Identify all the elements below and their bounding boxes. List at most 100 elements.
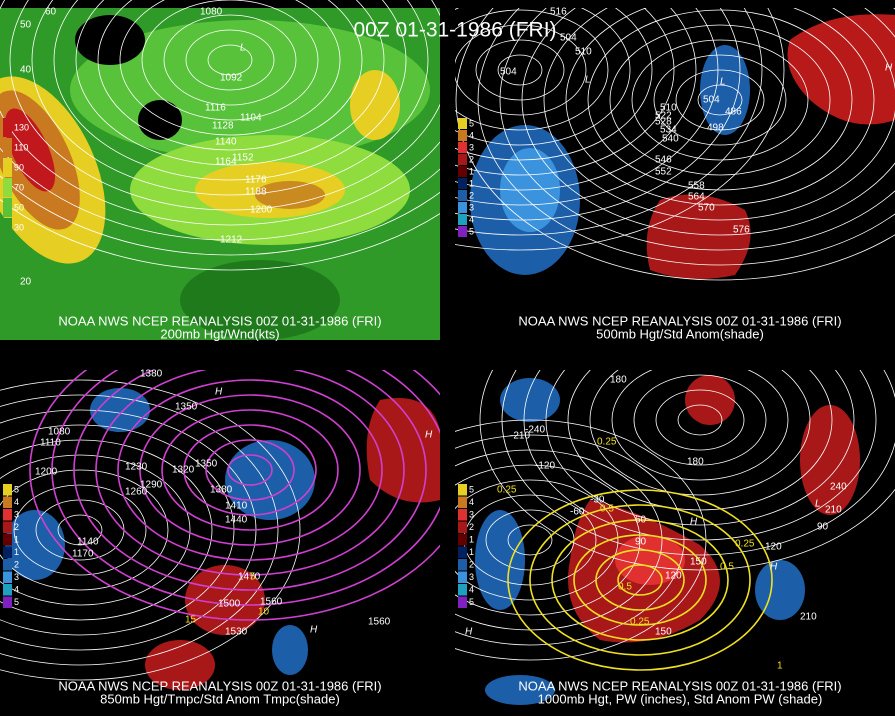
- calm-area: [138, 100, 182, 140]
- legend-swatch: [458, 130, 467, 141]
- contour-line: [0, 147, 440, 241]
- contour-label: H: [215, 387, 223, 398]
- legend-label: 1: [14, 547, 19, 557]
- legend-swatch: [3, 118, 12, 137]
- legend-label: 30: [14, 222, 24, 232]
- contour-label: 0.5: [720, 562, 734, 573]
- contour-label: 5: [250, 572, 256, 583]
- legend-label: 3: [14, 510, 19, 520]
- contour-line: [117, 379, 383, 561]
- legend-label: 110: [14, 142, 28, 152]
- contour-line: [0, 469, 169, 591]
- legend-label: 1: [469, 178, 474, 188]
- legend-label: 4: [14, 497, 19, 507]
- caption: NOAA NWS NCEP REANALYSIS 00Z 01-31-1986 …: [518, 678, 841, 693]
- contour-label: 90: [635, 537, 647, 548]
- contour-line: [57, 514, 103, 546]
- contour-line: [655, 389, 745, 451]
- contour-line: [523, 370, 877, 541]
- legend-label: 2: [469, 522, 474, 532]
- legend-swatch: [3, 496, 12, 508]
- contour-line: [507, 524, 553, 556]
- caption-field: 1000mb Hgt, PW (inches), Std Anom PW (sh…: [538, 691, 823, 706]
- contour-label: 1320: [172, 465, 195, 476]
- legend-label: 90: [14, 162, 24, 172]
- contour-line: [207, 44, 253, 76]
- contour-label: 1230: [125, 462, 148, 473]
- contour-line: [565, 8, 875, 206]
- contour-line: [455, 8, 675, 176]
- contour-label: 1188: [245, 187, 267, 198]
- contour-label: 210: [800, 612, 817, 623]
- legend-label: 4: [469, 130, 474, 140]
- legend-label: 3: [14, 572, 19, 582]
- contour-label: 0.25: [497, 485, 517, 496]
- contour-line: [587, 9, 853, 191]
- panel-1000mb: [475, 375, 860, 705]
- contour-label: 570: [698, 203, 715, 214]
- contour-label: 1350: [175, 402, 198, 413]
- contour-line: [141, 0, 319, 121]
- legend-swatch: [458, 484, 467, 496]
- contour-label: -210: [510, 431, 530, 442]
- contour-line: [455, 434, 685, 646]
- contour-line: [675, 69, 765, 131]
- contour-line: [51, 370, 440, 606]
- contour-label: 1350: [195, 459, 218, 470]
- legend-swatch: [3, 584, 12, 596]
- contour-label: 1104: [240, 113, 262, 124]
- contour-label: H: [425, 430, 433, 441]
- contour-line: [455, 8, 631, 146]
- contour-line: [205, 439, 295, 501]
- contour-label: 1128: [212, 121, 234, 132]
- contour-line: [183, 424, 317, 516]
- map-title: 00Z 01-31-1986 (FRI): [353, 19, 556, 42]
- contour-line: [455, 8, 741, 221]
- contour-line: [631, 39, 809, 161]
- contour-label: 180: [687, 457, 704, 468]
- legend-swatch: [3, 178, 12, 197]
- legend-swatch: [458, 118, 467, 129]
- contour-line: [611, 370, 789, 481]
- legend-label: 2: [14, 560, 19, 570]
- contour-line: [589, 370, 811, 496]
- contour-line: [0, 0, 440, 226]
- contour-line: [53, 0, 407, 181]
- contour-label: 516: [550, 7, 567, 18]
- contour-line: [677, 404, 723, 436]
- legend-swatch: [458, 534, 467, 546]
- anom-pos: [800, 405, 860, 515]
- legend-label: 50: [14, 202, 24, 212]
- legend-label: 5: [14, 485, 19, 495]
- contour-label: 240: [830, 482, 847, 493]
- contour-label: 0.5: [618, 582, 632, 593]
- anom-neg: [272, 625, 308, 675]
- contour-label: 564: [688, 192, 705, 203]
- legend-label: 3: [469, 142, 474, 152]
- contour-label: L: [240, 43, 246, 54]
- legend-label: 3: [469, 510, 474, 520]
- contour-line: [455, 8, 697, 191]
- wind-shade: [4, 108, 56, 192]
- legend-label: 130: [14, 122, 29, 132]
- contour-line: [609, 24, 831, 176]
- contour-line: [139, 394, 361, 546]
- contour-label: 1140: [215, 137, 237, 148]
- contour-line: [551, 519, 729, 641]
- contour-line: [31, 0, 429, 196]
- contour-label: 1560: [260, 597, 283, 608]
- legend-label: 3: [469, 202, 474, 212]
- contour-line: [455, 9, 609, 131]
- legend-label: 1: [469, 547, 474, 557]
- contour-line: [545, 370, 855, 526]
- legend-swatch: [3, 218, 12, 237]
- contour-label: 60: [45, 7, 57, 18]
- contour-label: 1212: [220, 235, 243, 246]
- legend-label: 5: [469, 485, 474, 495]
- legend-label: 5: [469, 118, 474, 128]
- legend-label: 4: [14, 585, 19, 595]
- contour-line: [507, 489, 773, 671]
- contour-label: -240: [525, 425, 545, 436]
- legend-swatch: [3, 534, 12, 546]
